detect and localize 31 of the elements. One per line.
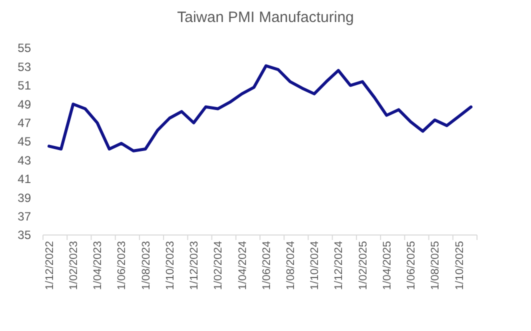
y-tick-label: 55 [18, 41, 32, 56]
x-tick-label: 1/08/2024 [284, 241, 297, 290]
x-tick-label: 1/08/2023 [140, 241, 152, 290]
x-tick-label: 1/10/2024 [309, 241, 322, 290]
x-tick-label: 1/08/2025 [430, 241, 442, 290]
x-tick-label: 1/02/2024 [212, 241, 225, 290]
y-tick-label: 53 [18, 60, 32, 74]
chart-title: Taiwan PMI Manufacturing [177, 9, 354, 26]
x-tick-label: 1/04/2024 [236, 241, 249, 290]
x-tick-label: 1/10/2023 [164, 241, 176, 290]
y-tick-label: 41 [18, 172, 32, 186]
line-series [48, 64, 472, 152]
y-tick-label: 49 [18, 97, 32, 112]
y-tick-label: 35 [18, 228, 32, 242]
y-tick-label: 45 [18, 134, 32, 149]
x-tick-label: 1/06/2023 [116, 241, 128, 290]
x-tick-label: 1/02/2025 [357, 241, 370, 290]
x-tick-label: 1/06/2025 [406, 241, 418, 290]
y-tick-label: 47 [18, 116, 32, 130]
y-tick-label: 43 [18, 153, 32, 168]
x-tick-label: 1/10/2025 [454, 241, 466, 290]
y-tick-label: 39 [18, 190, 32, 205]
x-tick-label: 1/04/2025 [381, 241, 394, 290]
y-tick-label: 37 [18, 210, 32, 224]
x-tick-label: 1/12/2024 [333, 241, 346, 290]
x-tick-label: 1/06/2024 [260, 241, 273, 290]
y-tick-label: 51 [18, 78, 32, 93]
x-tick-label: 1/04/2023 [92, 241, 104, 290]
x-tick-label: 1/12/2023 [188, 241, 201, 290]
x-tick-label: 1/02/2023 [68, 241, 80, 290]
x-tick-label: 1/12/2022 [44, 241, 56, 290]
